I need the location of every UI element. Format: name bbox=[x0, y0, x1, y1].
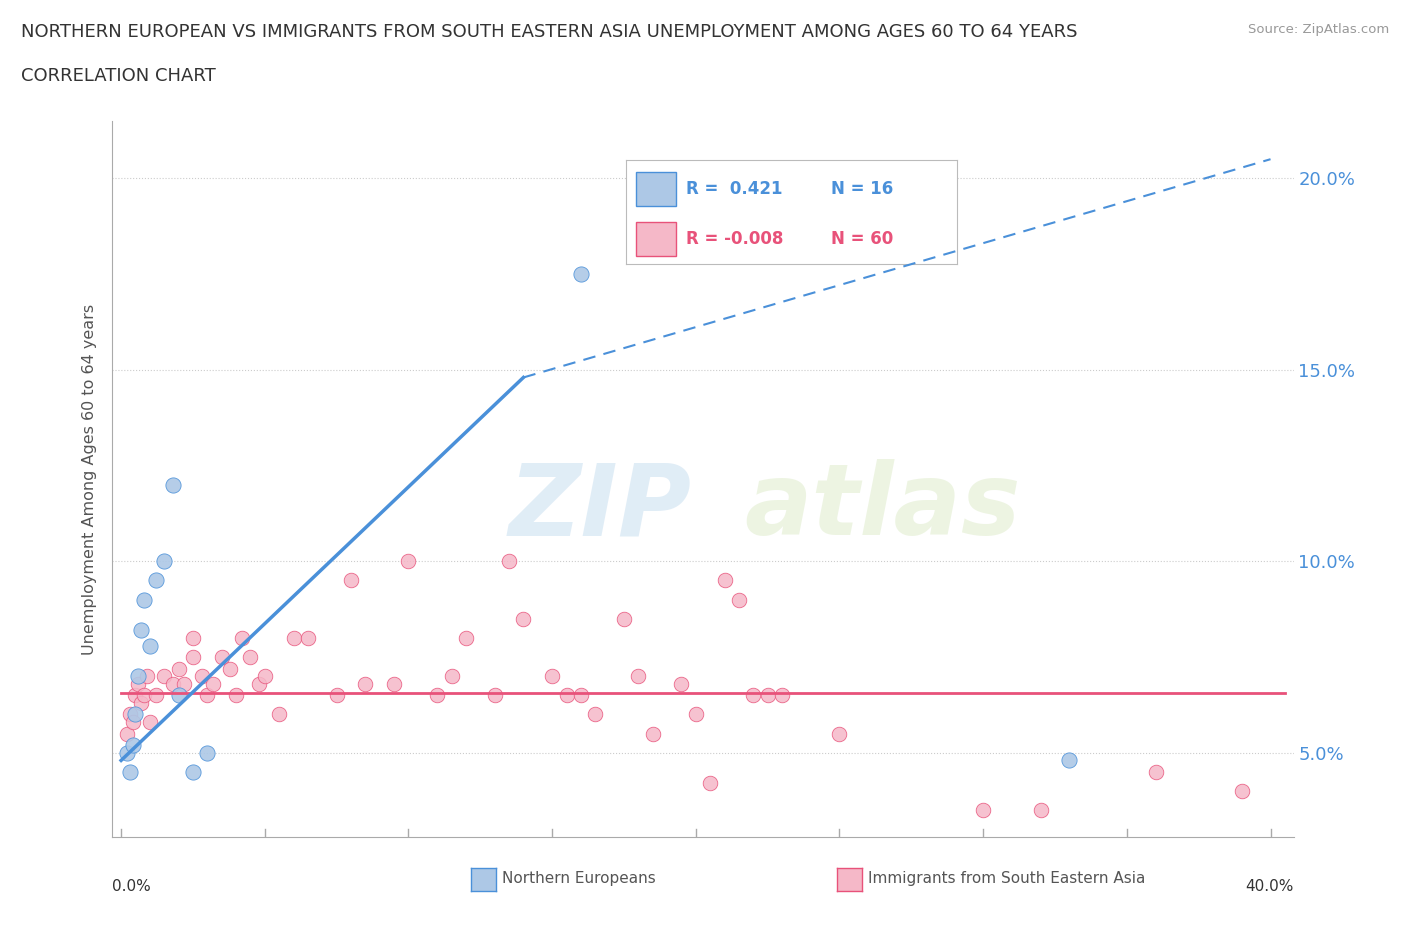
Point bbox=[685, 707, 707, 722]
Point bbox=[756, 688, 779, 703]
Point bbox=[569, 267, 592, 282]
Point bbox=[153, 554, 176, 569]
Point bbox=[699, 776, 721, 790]
Point bbox=[219, 661, 242, 676]
Point bbox=[440, 669, 463, 684]
Text: NORTHERN EUROPEAN VS IMMIGRANTS FROM SOUTH EASTERN ASIA UNEMPLOYMENT AMONG AGES : NORTHERN EUROPEAN VS IMMIGRANTS FROM SOU… bbox=[21, 23, 1077, 41]
Point bbox=[124, 688, 146, 703]
Point bbox=[354, 676, 377, 691]
Point bbox=[129, 623, 152, 638]
Point bbox=[181, 764, 204, 779]
Point bbox=[118, 707, 141, 722]
Point bbox=[484, 688, 506, 703]
Point bbox=[828, 726, 851, 741]
Point bbox=[162, 676, 184, 691]
Point bbox=[269, 707, 291, 722]
Point bbox=[118, 764, 141, 779]
Point bbox=[121, 737, 143, 752]
Point bbox=[127, 676, 149, 691]
Point bbox=[181, 649, 204, 664]
Text: Immigrants from South Eastern Asia: Immigrants from South Eastern Asia bbox=[868, 871, 1144, 886]
Point bbox=[498, 554, 520, 569]
Point bbox=[195, 688, 218, 703]
Point bbox=[145, 688, 167, 703]
Point bbox=[145, 573, 167, 588]
Point bbox=[247, 676, 270, 691]
Point bbox=[728, 592, 751, 607]
Point bbox=[325, 688, 347, 703]
Point bbox=[613, 611, 636, 626]
Point bbox=[1029, 803, 1052, 817]
Point bbox=[211, 649, 233, 664]
Text: 40.0%: 40.0% bbox=[1246, 879, 1294, 894]
Text: atlas: atlas bbox=[744, 459, 1021, 556]
Point bbox=[583, 707, 606, 722]
Point bbox=[641, 726, 664, 741]
Point bbox=[454, 631, 477, 645]
Point bbox=[121, 714, 143, 729]
Point bbox=[1144, 764, 1167, 779]
Point bbox=[132, 592, 155, 607]
Text: ZIP: ZIP bbox=[508, 459, 692, 556]
Point bbox=[627, 669, 650, 684]
Point bbox=[555, 688, 578, 703]
Point bbox=[231, 631, 253, 645]
Point bbox=[225, 688, 247, 703]
Point bbox=[139, 638, 162, 653]
Point bbox=[569, 688, 592, 703]
Text: Source: ZipAtlas.com: Source: ZipAtlas.com bbox=[1249, 23, 1389, 36]
Point bbox=[742, 688, 765, 703]
Point bbox=[297, 631, 319, 645]
Text: Northern Europeans: Northern Europeans bbox=[502, 871, 655, 886]
Y-axis label: Unemployment Among Ages 60 to 64 years: Unemployment Among Ages 60 to 64 years bbox=[82, 303, 97, 655]
Point bbox=[129, 696, 152, 711]
Point bbox=[713, 573, 735, 588]
Point bbox=[167, 688, 190, 703]
Point bbox=[167, 661, 190, 676]
Point bbox=[770, 688, 793, 703]
Point bbox=[426, 688, 449, 703]
Text: CORRELATION CHART: CORRELATION CHART bbox=[21, 67, 217, 85]
Point bbox=[340, 573, 363, 588]
Point bbox=[195, 745, 218, 760]
Point bbox=[190, 669, 212, 684]
Point bbox=[239, 649, 262, 664]
Point bbox=[124, 707, 146, 722]
Point bbox=[671, 676, 693, 691]
Point bbox=[202, 676, 225, 691]
Text: 0.0%: 0.0% bbox=[112, 879, 152, 894]
Point bbox=[132, 688, 155, 703]
Point bbox=[398, 554, 420, 569]
Point bbox=[127, 669, 149, 684]
Point bbox=[173, 676, 195, 691]
Point bbox=[153, 669, 176, 684]
Point bbox=[382, 676, 405, 691]
Point bbox=[253, 669, 276, 684]
Point bbox=[115, 745, 138, 760]
Point bbox=[162, 477, 184, 492]
Point bbox=[181, 631, 204, 645]
Point bbox=[1059, 753, 1081, 768]
Point bbox=[541, 669, 564, 684]
Point bbox=[972, 803, 994, 817]
Point bbox=[512, 611, 534, 626]
Point bbox=[1230, 784, 1253, 799]
Point bbox=[139, 714, 162, 729]
Point bbox=[283, 631, 305, 645]
Point bbox=[136, 669, 159, 684]
Point bbox=[115, 726, 138, 741]
